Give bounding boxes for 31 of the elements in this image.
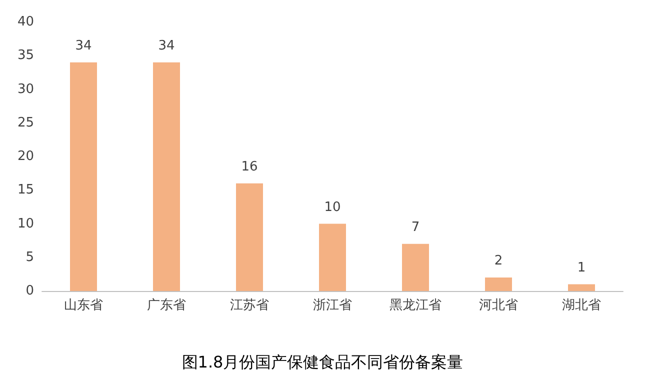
x-tick-label: 广东省 <box>147 298 186 313</box>
bar <box>485 278 512 291</box>
y-tick-label: 20 <box>17 149 34 164</box>
data-label: 7 <box>411 220 420 235</box>
y-tick-label: 0 <box>26 284 34 298</box>
y-tick-label: 40 <box>17 14 34 30</box>
data-label: 34 <box>158 38 175 54</box>
data-label: 2 <box>494 254 503 269</box>
y-tick-label: 10 <box>17 216 34 232</box>
y-tick-label: 15 <box>17 182 34 198</box>
bar <box>568 284 595 291</box>
x-tick-label: 浙江省 <box>313 298 352 313</box>
data-label: 1 <box>577 260 586 276</box>
x-tick-label: 河北省 <box>479 298 518 313</box>
bar <box>153 62 180 291</box>
x-tick-label: 山东省 <box>64 298 103 313</box>
bar <box>402 244 429 291</box>
data-label: 34 <box>75 38 92 54</box>
y-tick-label: 35 <box>17 48 34 64</box>
bar <box>319 224 346 291</box>
y-tick-label: 5 <box>26 250 34 265</box>
data-label: 10 <box>324 200 341 215</box>
x-tick-label: 黑龙江省 <box>390 298 442 313</box>
y-tick-label: 25 <box>17 115 34 130</box>
bar <box>236 183 263 291</box>
x-tick-label: 湖北省 <box>562 298 601 313</box>
text: 图1.8月份国产保健食品不同省份备案量 <box>182 352 464 372</box>
y-tick-label: 30 <box>17 82 34 97</box>
x-tick-label: 江苏省 <box>230 298 269 313</box>
data-label: 16 <box>241 159 258 174</box>
bar <box>70 62 97 291</box>
